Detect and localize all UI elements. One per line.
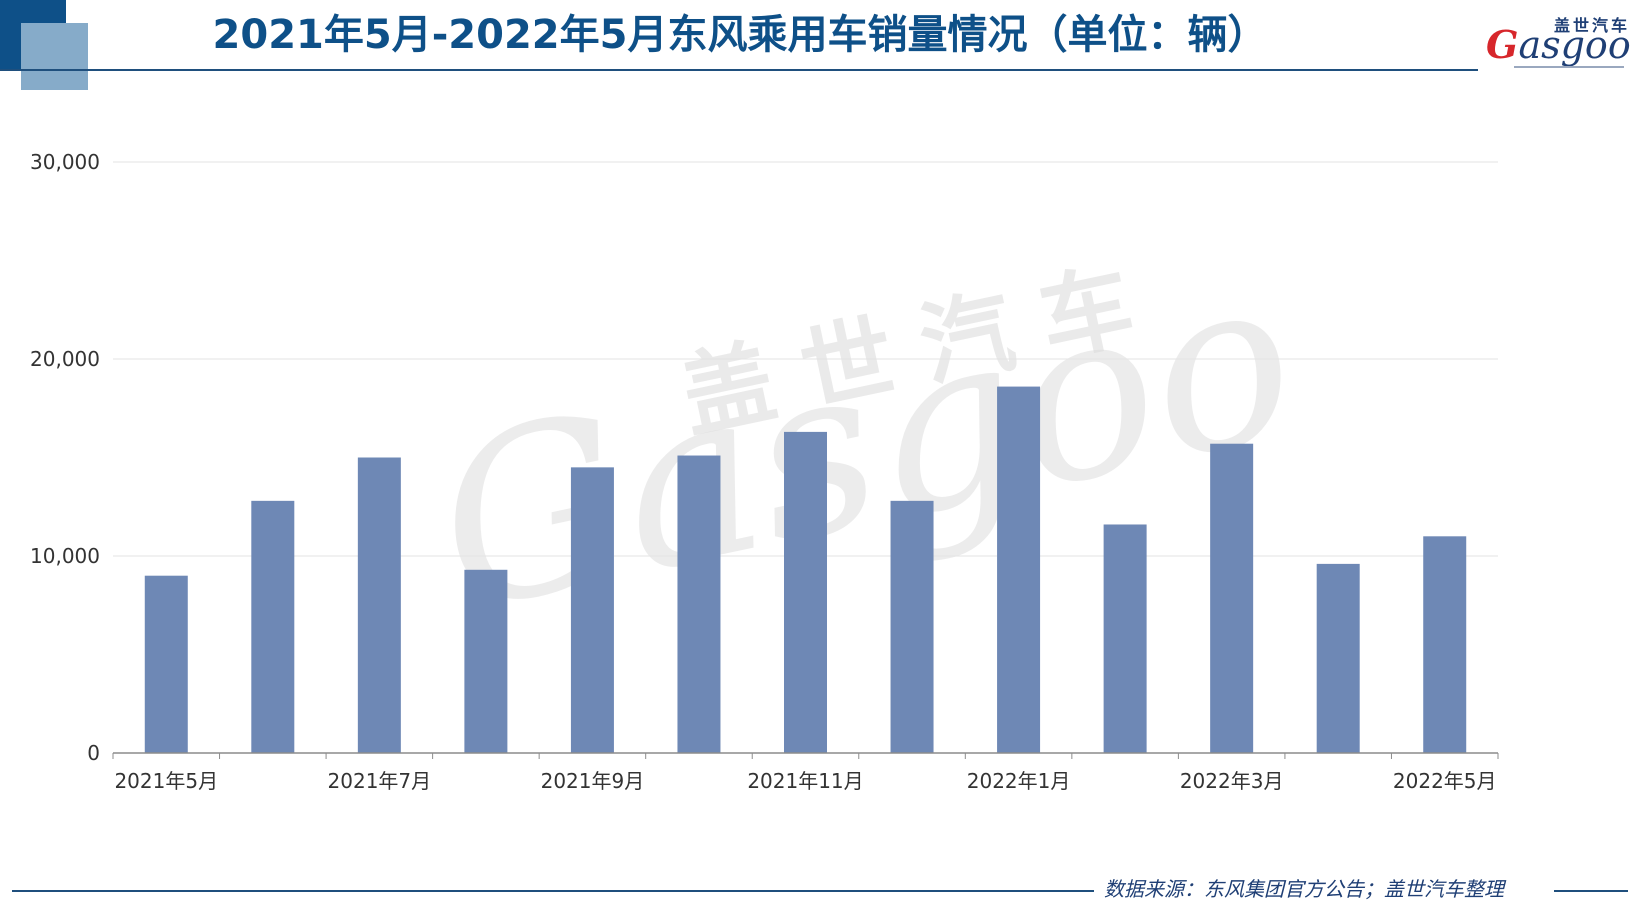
- data-source-note: 数据来源：东风集团官方公告；盖世汽车整理: [1104, 877, 1504, 901]
- header-accent-light: [21, 23, 88, 90]
- bar-12: [1316, 563, 1360, 753]
- chart-title: 2021年5月-2022年5月东风乘用车销量情况（单位：辆）: [212, 12, 1268, 58]
- bar-8: [890, 500, 934, 753]
- x-tick-label-8: 2022年1月: [967, 769, 1071, 793]
- y-axis-ticks: 0 10,000 20,000 30,000: [30, 150, 100, 765]
- bar-3: [357, 457, 401, 753]
- bar-4: [464, 569, 508, 753]
- x-tick-label-0: 2021年5月: [114, 769, 218, 793]
- bar-5: [570, 467, 614, 753]
- bar-6: [677, 455, 721, 753]
- x-tick-label-4: 2021年9月: [541, 769, 645, 793]
- bar-9: [997, 386, 1041, 753]
- footer-divider-left: [12, 890, 1094, 892]
- bar-1: [144, 575, 188, 753]
- bar-10: [1103, 524, 1147, 753]
- logo-english-text: Gasgoo: [1486, 22, 1631, 67]
- bar-7: [784, 431, 827, 753]
- y-tick-label-2: 20,000: [30, 347, 100, 371]
- y-tick-label-0: 0: [87, 741, 100, 765]
- bar-13: [1423, 536, 1467, 753]
- x-axis-ticks: 2021年5月 2021年7月 2021年9月 2021年11月 2022年1月 2022…: [114, 769, 1496, 793]
- gasgoo-logo: 盖世汽车 Gasgoo: [1486, 12, 1636, 76]
- x-tick-label-10: 2022年3月: [1180, 769, 1284, 793]
- y-tick-label-1: 10,000: [30, 544, 100, 568]
- y-tick-label-3: 30,000: [30, 150, 100, 174]
- bar-2: [251, 500, 295, 753]
- x-tick-label-12: 2022年5月: [1393, 769, 1497, 793]
- logo-underline: [1514, 66, 1624, 68]
- watermark-english-text: Gasgoo: [416, 223, 1316, 664]
- chart-bars: [144, 386, 1467, 753]
- x-tick-label-2: 2021年7月: [328, 769, 432, 793]
- chart-axes: [112, 752, 1499, 759]
- x-tick-label-6: 2021年11月: [747, 769, 863, 793]
- footer-divider-right: [1554, 890, 1628, 892]
- bar-11: [1210, 443, 1254, 753]
- header-divider: [0, 69, 1478, 71]
- logo-chinese-text: 盖世汽车: [1553, 16, 1630, 35]
